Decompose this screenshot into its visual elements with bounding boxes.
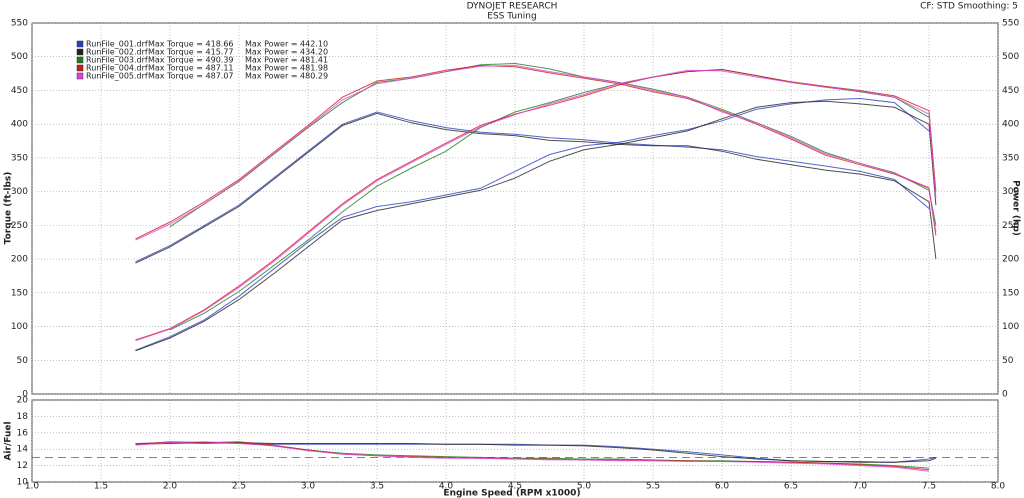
y-tick-label: 550 [11, 19, 28, 29]
y-tick-label: 150 [11, 288, 28, 298]
x-tick-label: 2.5 [232, 482, 246, 492]
y-tick-label: 450 [11, 86, 28, 96]
x-tick-label: 6.0 [715, 482, 730, 492]
legend-max-power: Max Power = 480.29 [245, 72, 328, 81]
y2-tick-label: 500 [1002, 52, 1019, 62]
torque-line [135, 64, 937, 240]
legend-max-torque: Max Torque = 490.39 [148, 56, 234, 65]
torque-line [135, 64, 937, 241]
legend-label: RunFile_005.drf [86, 72, 148, 81]
legend-max-power: Max Power = 442.10 [245, 40, 328, 49]
chart-subtitle: ESS Tuning [487, 12, 536, 22]
y-tick-label: 100 [11, 322, 28, 332]
x-tick-label: 8.0 [991, 482, 1006, 492]
afr-tick-label: 14 [17, 445, 29, 455]
annotation: CF: STD Smoothing: 5 [920, 2, 1018, 12]
power-line [135, 100, 937, 352]
y2-tick-label: 300 [1002, 187, 1019, 197]
y2-tick-label: 50 [1002, 356, 1014, 366]
afr-tick-label: 18 [17, 412, 29, 422]
legend-swatch [76, 48, 84, 56]
legend-label: RunFile_001.drf [86, 40, 148, 49]
y-tick-label: 50 [17, 356, 29, 366]
x-tick-label: 2.0 [163, 482, 178, 492]
y2-tick-label: 200 [1002, 255, 1019, 265]
x-tick-label: 3.5 [370, 482, 384, 492]
x-tick-label: 5.5 [646, 482, 660, 492]
y2-tick-label: 150 [1002, 288, 1019, 298]
legend-swatch [76, 40, 84, 48]
y2-tick-label: 0 [1002, 390, 1008, 400]
x-axis-label: Engine Speed (RPM x1000) [443, 489, 580, 498]
y2-axis-label: Power (hp) [1011, 180, 1021, 236]
y-axis-label: Torque (ft-lbs) [4, 172, 14, 245]
afr-tick-label: 10 [17, 478, 29, 488]
power-line [135, 97, 930, 351]
x-tick-label: 7.0 [853, 482, 868, 492]
y2-tick-label: 250 [1002, 221, 1019, 231]
y-tick-label: 200 [11, 255, 28, 265]
y-tick-label: 300 [11, 187, 28, 197]
legend-max-torque: Max Torque = 487.07 [148, 72, 234, 81]
x-tick-label: 3.0 [301, 482, 316, 492]
legend-swatch [76, 72, 84, 80]
legend-max-torque: Max Torque = 418.66 [148, 40, 234, 49]
x-tick-label: 1.0 [25, 482, 40, 492]
x-tick-label: 6.5 [784, 482, 798, 492]
legend-max-torque: Max Torque = 415.77 [148, 48, 234, 57]
power-line [135, 69, 937, 342]
y-tick-label: 0 [22, 390, 28, 400]
torque-line [169, 62, 937, 228]
y2-tick-label: 350 [1002, 153, 1019, 163]
torque-line [135, 112, 937, 264]
y-tick-label: 250 [11, 221, 28, 231]
y2-tick-label: 100 [1002, 322, 1019, 332]
afr-tick-label: 12 [17, 461, 28, 471]
afr-line [135, 442, 937, 463]
legend-max-torque: Max Torque = 487.11 [148, 64, 234, 73]
legend-swatch [76, 56, 84, 64]
x-tick-label: 4.0 [439, 482, 454, 492]
legend-max-power: Max Power = 481.98 [245, 64, 328, 73]
torque-line [135, 111, 930, 263]
y2-tick-label: 550 [1002, 19, 1019, 29]
y-tick-label: 500 [11, 52, 28, 62]
y2-tick-label: 400 [1002, 120, 1019, 130]
x-tick-label: 7.5 [922, 482, 936, 492]
afr-line [135, 441, 930, 472]
legend-max-power: Max Power = 481.41 [245, 56, 328, 65]
legend-label: RunFile_002.drf [86, 48, 148, 57]
legend-label: RunFile_004.drf [86, 64, 148, 73]
chart-title: DYNOJET RESEARCH [467, 2, 558, 12]
y2-tick-label: 450 [1002, 86, 1019, 96]
legend-swatch [76, 64, 84, 72]
y-tick-label: 350 [11, 153, 28, 163]
x-tick-label: 1.5 [94, 482, 108, 492]
x-tick-label: 4.5 [508, 482, 522, 492]
afr-axis-label: Air/Fuel [4, 421, 14, 460]
y-tick-label: 400 [11, 120, 28, 130]
x-tick-label: 5.0 [577, 482, 592, 492]
afr-tick-label: 20 [17, 396, 29, 406]
afr-tick-label: 16 [17, 428, 29, 438]
power-line [135, 68, 937, 341]
legend-label: RunFile_003.drf [86, 56, 148, 65]
legend-max-power: Max Power = 434.20 [245, 48, 328, 57]
